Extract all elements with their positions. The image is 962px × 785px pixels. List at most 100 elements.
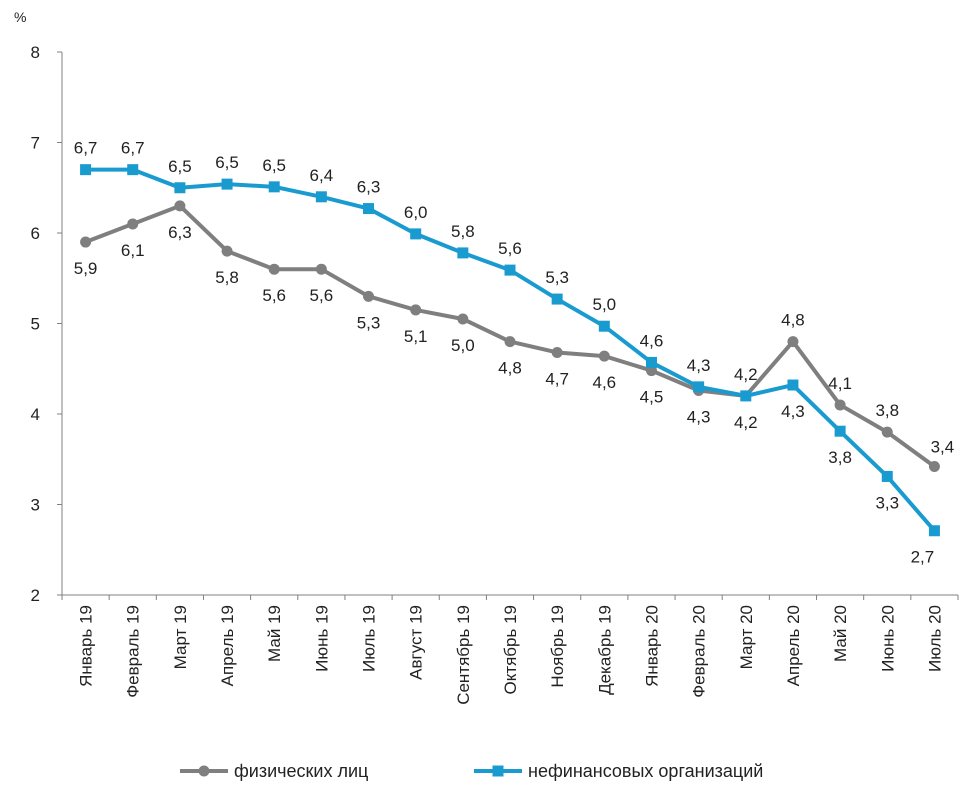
x-tick-label: Сентябрь 19 [454,605,473,705]
legend-item-individuals: физических лиц [180,761,368,781]
data-label: 5,6 [498,239,522,258]
data-point [504,336,516,348]
x-tick-label: Март 19 [171,605,190,669]
data-label: 4,8 [498,359,522,378]
data-label: 5,0 [451,336,475,355]
y-tick-label: 7 [31,134,40,153]
x-tick-label: Февраль 19 [124,605,143,698]
data-label: 4,3 [687,356,711,375]
data-point [457,247,469,259]
legend: физических лиц нефинансовых организаций [180,761,763,781]
data-point [127,218,139,230]
data-label: 5,1 [404,327,428,346]
data-label: 4,3 [781,402,805,421]
data-point [221,178,233,190]
data-label: 2,7 [911,548,935,567]
data-label: 5,9 [74,259,98,278]
legend-marker [198,765,210,777]
data-labels: 5,9 6,1 6,3 5,8 5,6 5,6 5,3 5,1 5,0 4,8 4,7 4,6 4,5 4… [74,139,954,567]
legend-label: нефинансовых организаций [528,761,763,781]
data-point [127,164,139,176]
data-point [881,426,893,438]
x-tick-label: Март 20 [737,605,756,669]
data-point [787,336,799,348]
data-label: 5,8 [451,222,475,241]
x-tick-label: Февраль 20 [690,605,709,698]
data-point [504,264,516,276]
data-point [410,228,422,240]
data-point [221,245,233,257]
data-label: 6,4 [310,166,334,185]
data-point [551,293,563,305]
data-point [693,381,705,393]
data-point [268,263,280,275]
data-point [268,181,280,193]
data-label: 4,2 [734,365,758,384]
series-nonfinancial-orgs [80,164,940,537]
data-point [834,425,846,437]
x-tick-label: Январь 20 [642,605,661,687]
x-tick-label: Декабрь 19 [595,605,614,695]
data-point [881,470,893,482]
data-label: 3,4 [931,437,955,456]
data-point [834,399,846,411]
data-point [363,203,375,215]
x-tick-label: Октябрь 19 [501,605,520,695]
data-point [80,236,92,248]
y-tick-label: 4 [31,405,40,424]
data-label: 4,8 [781,311,805,330]
x-tick-label: Май 20 [831,605,850,662]
data-label: 5,3 [545,268,569,287]
data-label: 3,3 [875,493,899,512]
y-tick-label: 5 [31,315,40,334]
data-label: 4,6 [640,331,664,350]
x-tick-label: Апрель 20 [784,605,803,686]
data-label: 3,8 [828,448,852,467]
data-label: 4,1 [828,374,852,393]
data-point [174,182,186,194]
data-point [551,346,563,358]
y-axis-unit-label: % [14,9,26,25]
x-tick-label: Август 19 [407,605,426,680]
data-label: 6,7 [74,139,98,158]
data-label: 6,3 [357,178,381,197]
data-label: 6,5 [215,153,239,172]
data-point [598,350,610,362]
data-label: 4,3 [687,407,711,426]
data-label: 5,6 [262,286,286,305]
data-point [363,290,375,302]
data-point [457,313,469,325]
data-point [928,460,940,472]
data-point [410,304,422,316]
data-label: 5,6 [310,286,334,305]
data-point [315,191,327,203]
series-line [85,167,936,533]
x-tick-label: Июль 19 [360,605,379,672]
axes [61,52,958,596]
data-point [740,390,752,402]
y-tick-label: 2 [31,586,40,605]
y-tick-label: 3 [31,496,40,515]
data-label: 6,3 [168,223,192,242]
data-label: 4,7 [545,369,569,388]
x-tick-label: Май 19 [265,605,284,662]
series-layer [80,164,940,537]
x-tick-label: Апрель 19 [218,605,237,686]
x-tick-label: Июнь 20 [878,605,897,672]
data-point [645,356,657,368]
x-tick-label: Январь 19 [77,605,96,687]
data-label: 5,8 [215,268,239,287]
data-point [598,320,610,332]
data-label: 6,0 [404,203,428,222]
x-tick-label: Июнь 19 [312,605,331,672]
legend-item-nonfinancial-orgs: нефинансовых организаций [474,761,763,781]
data-label: 4,5 [640,388,664,407]
data-label: 5,3 [357,313,381,332]
data-label: 6,5 [262,156,286,175]
y-axis-ticks: 2 3 4 5 6 7 8 [31,43,62,605]
y-tick-label: 8 [31,43,40,62]
x-axis-ticks: Январь 19 Февраль 19 Март 19 Апрель 19 Май 1… [61,595,959,705]
data-label: 6,1 [121,241,145,260]
legend-marker [492,765,504,777]
